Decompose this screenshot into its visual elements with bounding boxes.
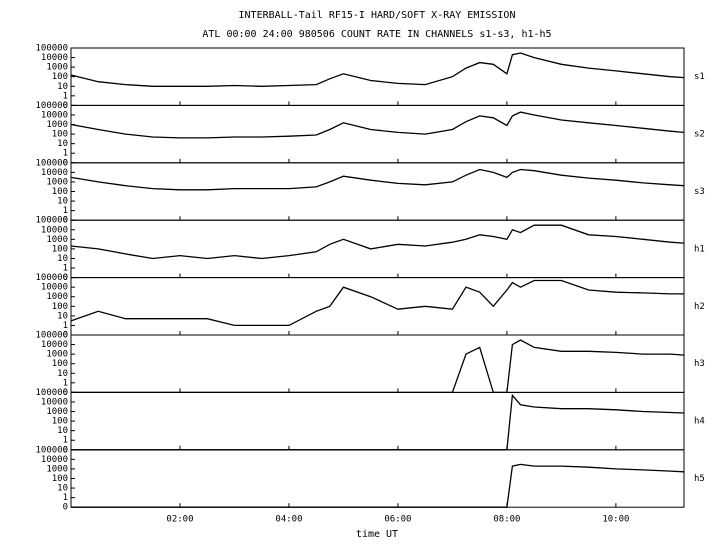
y-tick-label: 1000 bbox=[46, 350, 68, 360]
y-tick-label: 10 bbox=[57, 311, 68, 321]
y-tick-label: 100 bbox=[52, 187, 68, 197]
y-tick-label: 0 bbox=[63, 331, 68, 341]
panel-label: h5 bbox=[694, 474, 705, 484]
y-tick-label: 0 bbox=[63, 445, 68, 455]
panel-frame bbox=[70, 334, 685, 393]
y-tick-label: 10 bbox=[57, 484, 68, 494]
y-tick-label: 10 bbox=[57, 82, 68, 92]
data-line bbox=[70, 52, 685, 87]
y-tick-label: 100 bbox=[52, 417, 68, 427]
y-tick-label: 1 bbox=[63, 149, 68, 159]
y-tick-label: 1000 bbox=[46, 407, 68, 417]
data-line bbox=[71, 393, 685, 451]
y-tick-label: 1000 bbox=[46, 464, 68, 474]
y-tick-label: 10000 bbox=[41, 110, 68, 120]
y-tick-label: 1 bbox=[63, 206, 68, 216]
y-tick-label: 1000 bbox=[46, 177, 68, 187]
panel-label: s1 bbox=[694, 72, 705, 82]
y-tick-label: 0 bbox=[63, 101, 68, 111]
data-line bbox=[70, 111, 685, 139]
x-tick-label: 06:00 bbox=[384, 515, 411, 525]
y-tick-label: 100000 bbox=[35, 273, 68, 283]
y-tick-label: 10 bbox=[57, 426, 68, 436]
panel-frame bbox=[70, 47, 685, 106]
panel-label: h4 bbox=[694, 417, 705, 427]
panel-frame bbox=[70, 104, 685, 164]
y-tick-label: 1000 bbox=[46, 292, 68, 302]
data-line bbox=[71, 463, 685, 508]
data-line bbox=[71, 339, 685, 394]
x-tick-label: 04:00 bbox=[275, 515, 302, 525]
y-tick-label: 1 bbox=[63, 91, 68, 101]
panel-frame bbox=[70, 449, 685, 508]
data-line bbox=[70, 279, 684, 327]
y-tick-label: 10000 bbox=[41, 455, 68, 465]
y-tick-label: 100 bbox=[52, 72, 68, 82]
y-tick-label: 0 bbox=[63, 158, 68, 168]
panel-label: h1 bbox=[694, 244, 705, 254]
x-tick-label: 08:00 bbox=[493, 515, 520, 525]
y-tick-label: 100000 bbox=[35, 445, 68, 455]
panel-label: s2 bbox=[694, 130, 705, 140]
x-tick-label: 10:00 bbox=[602, 515, 629, 525]
y-tick-label: 1 bbox=[63, 321, 68, 331]
y-tick-label: 10000 bbox=[41, 168, 68, 178]
y-tick-label: 100 bbox=[52, 302, 68, 312]
y-tick-label: 0 bbox=[63, 216, 68, 226]
y-tick-label: 1000 bbox=[46, 235, 68, 245]
y-tick-label: 10000 bbox=[41, 340, 68, 350]
y-tick-label: 100000 bbox=[35, 331, 68, 341]
panel-label: h3 bbox=[694, 359, 705, 369]
y-tick-label: 1 bbox=[63, 436, 68, 446]
y-tick-label: 0 bbox=[63, 503, 68, 513]
chart-subtitle: ATL 00:00 24:00 980506 COUNT RATE IN CHA… bbox=[202, 29, 551, 40]
y-tick-label: 100000 bbox=[35, 216, 68, 226]
y-tick-label: 10 bbox=[57, 139, 68, 149]
y-tick-label: 100 bbox=[52, 244, 68, 254]
panel-frame bbox=[70, 391, 685, 451]
y-tick-label: 100 bbox=[52, 359, 68, 369]
panel-frame bbox=[70, 219, 685, 279]
y-tick-label: 100000 bbox=[35, 44, 68, 54]
y-tick-label: 100 bbox=[52, 130, 68, 140]
x-tick-label: 02:00 bbox=[166, 515, 193, 525]
y-tick-label: 10000 bbox=[41, 397, 68, 407]
y-tick-label: 0 bbox=[63, 388, 68, 398]
panel-frame bbox=[70, 162, 685, 221]
y-tick-label: 1 bbox=[63, 493, 68, 503]
y-tick-label: 100000 bbox=[35, 158, 68, 168]
y-tick-label: 10000 bbox=[41, 225, 68, 235]
y-tick-label: 100000 bbox=[35, 388, 68, 398]
y-tick-label: 10000 bbox=[41, 283, 68, 293]
y-tick-label: 1 bbox=[63, 378, 68, 388]
y-tick-label: 10 bbox=[57, 254, 68, 264]
chart-title: INTERBALL-Tail RF15-I HARD/SOFT X-RAY EM… bbox=[239, 10, 516, 21]
y-tick-label: 0 bbox=[63, 273, 68, 283]
panel-label: h2 bbox=[694, 302, 705, 312]
y-tick-label: 100000 bbox=[35, 101, 68, 111]
y-tick-label: 100 bbox=[52, 474, 68, 484]
panel-label: s3 bbox=[694, 187, 705, 197]
x-axis-label: time UT bbox=[356, 529, 398, 540]
y-tick-label: 10 bbox=[57, 197, 68, 207]
panel-frame bbox=[70, 277, 685, 336]
y-tick-label: 1000 bbox=[46, 120, 68, 130]
data-line bbox=[70, 168, 685, 191]
y-tick-label: 1000 bbox=[46, 63, 68, 73]
data-line bbox=[70, 224, 685, 260]
y-tick-label: 10000 bbox=[41, 53, 68, 63]
y-tick-label: 1 bbox=[63, 264, 68, 274]
y-tick-label: 10 bbox=[57, 369, 68, 379]
